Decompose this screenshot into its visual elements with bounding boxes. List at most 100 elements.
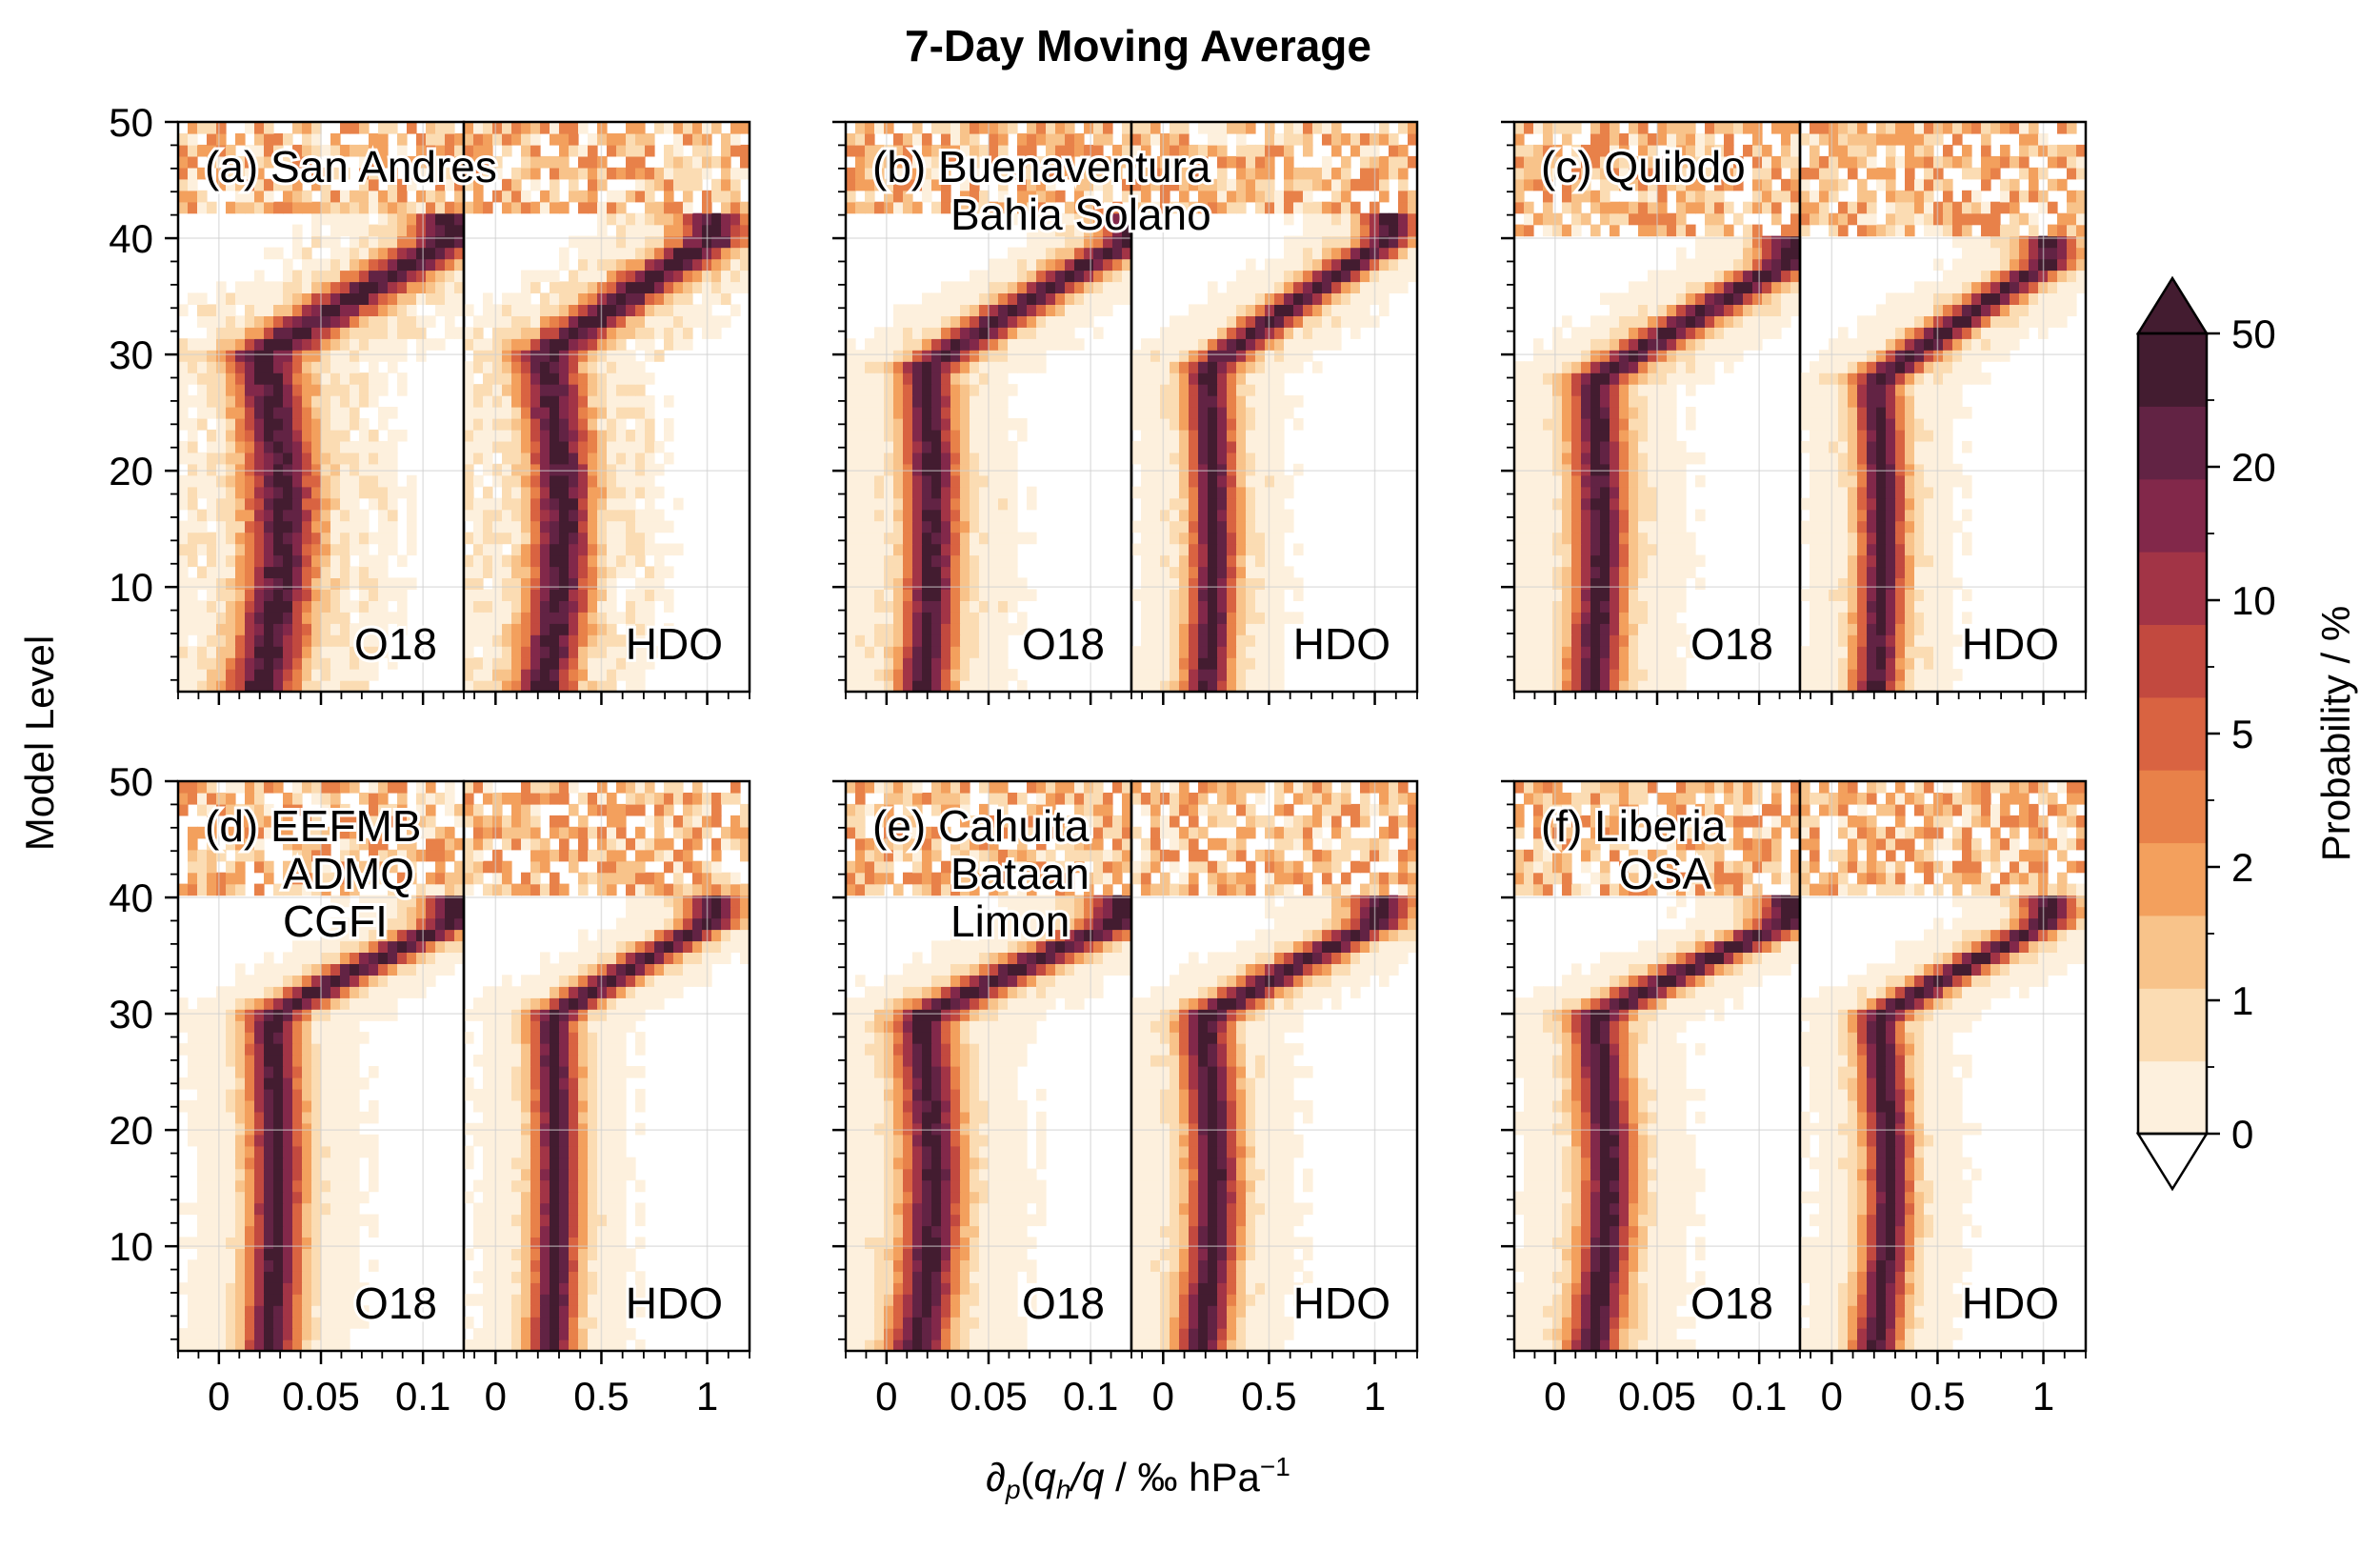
heatmap-cell <box>1657 452 1668 465</box>
heatmap-cell <box>464 418 474 431</box>
heatmap-cell <box>979 281 990 293</box>
heatmap-cell <box>597 167 608 180</box>
heatmap-cell <box>1189 646 1199 658</box>
heatmap-cell <box>1198 612 1209 624</box>
heatmap-cell <box>369 315 379 328</box>
heatmap-cell <box>912 669 923 681</box>
heatmap-cell <box>302 634 312 647</box>
heatmap-cell <box>578 315 589 328</box>
heatmap-cell <box>664 589 674 601</box>
heatmap-cell <box>350 190 360 203</box>
heatmap-cell <box>730 144 741 157</box>
heatmap-cell <box>1562 384 1572 396</box>
heatmap-cell <box>607 680 617 693</box>
heatmap-cell <box>1360 315 1370 328</box>
heatmap-cell <box>273 178 284 191</box>
heatmap-cell <box>1265 497 1275 511</box>
heatmap-cell <box>245 122 255 134</box>
heatmap-cell <box>998 144 1009 157</box>
heatmap-cell <box>521 327 531 339</box>
heatmap-cell <box>292 327 303 339</box>
heatmap-cell <box>397 554 408 568</box>
heatmap-cell <box>1667 304 1677 316</box>
heatmap-cell <box>1571 486 1582 499</box>
heatmap-cell <box>569 372 579 385</box>
heatmap-cell <box>254 623 265 635</box>
heatmap-cell <box>321 623 331 635</box>
heatmap-cell <box>569 486 579 499</box>
heatmap-cell <box>960 384 970 396</box>
heatmap-cell <box>340 509 350 522</box>
heatmap-cell <box>683 167 693 180</box>
heatmap-cell <box>1131 144 1142 157</box>
heatmap-cell <box>1170 452 1180 465</box>
heatmap-cell <box>1293 338 1304 351</box>
heatmap-cell <box>273 577 284 590</box>
heatmap-cell <box>1752 292 1763 305</box>
heatmap-cell <box>473 532 484 545</box>
heatmap-cell <box>407 474 417 488</box>
heatmap-cell <box>216 167 227 180</box>
heatmap-cell <box>1236 167 1247 180</box>
heatmap-cell <box>941 155 951 169</box>
heatmap-cell <box>1790 224 1801 237</box>
heatmap-cell <box>473 634 484 647</box>
heatmap-cell <box>893 554 904 568</box>
heatmap-cell <box>178 190 189 203</box>
heatmap-cell <box>903 543 913 556</box>
heatmap-cell <box>1590 509 1601 522</box>
heatmap-cell <box>273 292 284 305</box>
heatmap-cell <box>207 361 217 373</box>
heatmap-cell <box>979 384 990 396</box>
heatmap-cell <box>1676 315 1687 328</box>
heatmap-cell <box>1590 634 1601 647</box>
heatmap-cell <box>178 201 189 214</box>
heatmap-cell <box>1733 212 1744 226</box>
heatmap-cell <box>1255 509 1266 522</box>
heatmap-cell <box>207 486 217 499</box>
heatmap-cell <box>235 474 246 488</box>
heatmap-cell <box>1562 224 1572 237</box>
heatmap-cell <box>245 532 255 545</box>
heatmap-cell <box>1036 304 1047 316</box>
heatmap-cell <box>1131 589 1142 601</box>
heatmap-cell <box>1017 258 1028 272</box>
heatmap-cell <box>321 474 331 488</box>
heatmap-cell <box>950 281 961 293</box>
heatmap-cell <box>369 395 379 408</box>
heatmap-cell <box>1008 474 1018 488</box>
heatmap-cell <box>1274 440 1285 453</box>
heatmap-cell <box>931 600 942 613</box>
heatmap-cell <box>264 338 274 351</box>
heatmap-cell <box>1208 463 1218 476</box>
heatmap-cell <box>1771 201 1782 214</box>
heatmap-cell <box>1046 224 1056 237</box>
heatmap-cell <box>1017 178 1028 191</box>
heatmap-cell <box>626 474 636 488</box>
heatmap-cell <box>1657 407 1668 419</box>
heatmap-cell <box>1638 350 1649 362</box>
heatmap-cell <box>254 589 265 601</box>
heatmap-cell <box>1667 486 1677 499</box>
heatmap-cell <box>188 155 198 169</box>
heatmap-cell <box>511 122 522 134</box>
heatmap-cell <box>1160 577 1170 590</box>
heatmap-cell <box>369 463 379 476</box>
heatmap-cell <box>1284 235 1294 249</box>
heatmap-cell <box>197 474 208 488</box>
heatmap-cell <box>502 304 512 316</box>
heatmap-cell <box>941 520 951 533</box>
heatmap-cell <box>1331 338 1342 351</box>
heatmap-cell <box>226 327 236 339</box>
heatmap-cell <box>1065 235 1075 249</box>
heatmap-cell <box>416 327 427 339</box>
heatmap-cell <box>340 201 350 214</box>
heatmap-cell <box>254 486 265 499</box>
heatmap-cell <box>1581 212 1591 226</box>
heatmap-cell <box>645 212 655 226</box>
heatmap-cell <box>283 201 293 214</box>
heatmap-cell <box>1179 122 1190 134</box>
heatmap-cell <box>235 589 246 601</box>
heatmap-cell <box>1600 646 1610 658</box>
heatmap-cell <box>1189 612 1199 624</box>
